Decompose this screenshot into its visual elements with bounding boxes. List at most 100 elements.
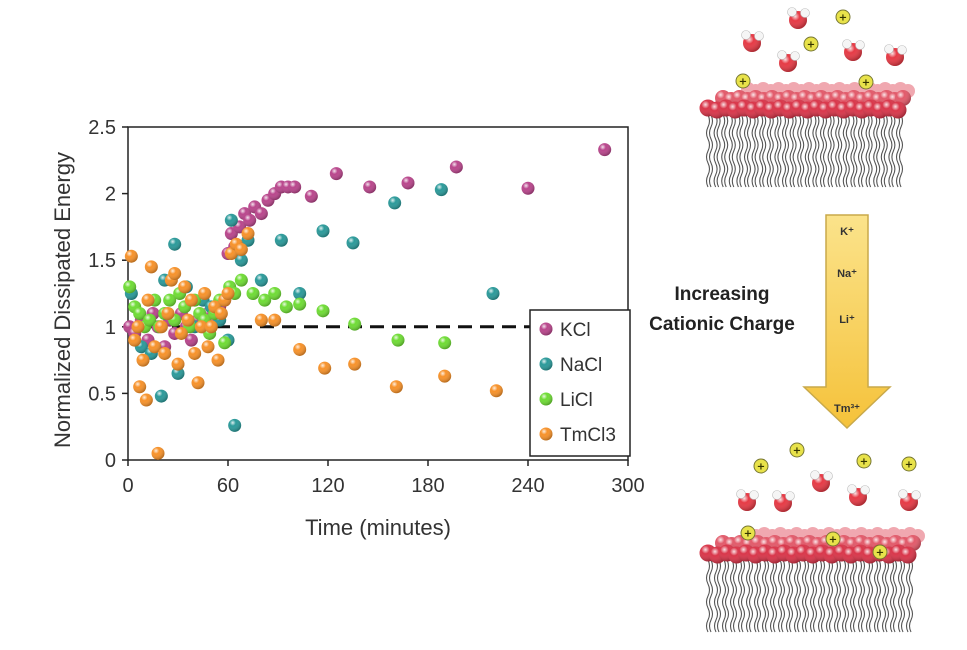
lipid-bilayer-top	[699, 82, 915, 188]
ion-plus-sign: +	[876, 548, 884, 559]
lipid-tail	[891, 114, 896, 188]
point-shine	[489, 384, 503, 398]
cation: +	[740, 525, 756, 541]
hydrogen-atom	[911, 490, 921, 500]
lipid-tail	[731, 114, 736, 188]
hydrogen-atom	[897, 45, 907, 55]
lipid-tail	[769, 559, 775, 633]
water-molecule	[787, 7, 810, 29]
point-shine	[293, 287, 307, 300]
legend-label-tmcl3: TmCl3	[560, 425, 616, 446]
point-shine	[234, 243, 248, 257]
water-molecule	[736, 489, 759, 511]
water-molecule	[772, 490, 795, 512]
x-tick-label: 240	[511, 475, 544, 497]
lipid-tail	[873, 559, 879, 633]
lipid-tail	[812, 559, 818, 633]
point-shine	[131, 320, 145, 334]
lipid-tail	[841, 559, 847, 633]
lipid-tail	[908, 559, 914, 633]
lipid-tail	[777, 559, 783, 633]
lipid-tail	[754, 114, 759, 188]
lipid-tail	[836, 559, 842, 633]
lipid-tail	[756, 559, 762, 633]
ion-sphere	[753, 458, 769, 474]
lipid-tail	[705, 559, 711, 633]
lipid-tail	[850, 114, 855, 188]
lipid-tail	[713, 114, 718, 188]
caption-line-2: Cationic Charge	[649, 314, 795, 335]
x-axis-ticks: 0 60 120 180 240 300	[122, 460, 645, 497]
point-shine	[143, 313, 157, 327]
cation: +	[901, 456, 917, 472]
hydrogen-atom	[884, 44, 894, 54]
cation: +	[753, 458, 769, 474]
lipid-tail	[804, 559, 810, 633]
hydrogen-atom	[898, 489, 908, 499]
x-tick-label: 300	[611, 475, 644, 497]
point-shine	[486, 287, 500, 300]
ion-sphere	[835, 9, 851, 25]
point-shine	[438, 336, 452, 350]
y-tick-label: 1.5	[88, 250, 116, 272]
lipid-tail	[830, 114, 835, 188]
lipid-tail	[784, 114, 790, 188]
y-tick-label: 2.5	[88, 117, 116, 139]
point-shine	[304, 189, 318, 203]
point-shine	[268, 313, 282, 327]
lipid-tail	[812, 114, 817, 188]
ion-sphere	[872, 544, 888, 560]
lipid-tail	[713, 559, 719, 633]
ion-plus-sign: +	[829, 535, 837, 546]
lipid-tail	[745, 559, 751, 633]
ion-plus-sign: +	[757, 462, 765, 473]
lipid-tail	[797, 114, 802, 188]
point-shine	[214, 306, 228, 320]
lipid-tail	[762, 114, 767, 188]
point-shine	[161, 306, 175, 320]
ion-plus-sign: +	[839, 13, 847, 24]
increasing-charge-arrow: K⁺ Na⁺ Li⁺ Tm³⁺	[802, 214, 892, 430]
point-shine	[293, 297, 307, 311]
legend-label-kcl: KCl	[560, 320, 591, 341]
lipid-tail	[729, 559, 735, 633]
point-shine	[221, 287, 235, 300]
x-axis-title: Time (minutes)	[305, 515, 451, 540]
lipid-tail	[898, 114, 904, 188]
point-shine	[254, 207, 268, 221]
legend-label-nacl: NaCl	[560, 355, 602, 376]
point-shine	[184, 293, 198, 307]
legend-marker-shine	[539, 392, 553, 406]
ion-sphere	[803, 36, 819, 52]
lipid-tail	[827, 114, 832, 188]
point-shine	[201, 340, 215, 354]
y-tick-label: 0.5	[88, 383, 116, 405]
point-shine	[434, 183, 448, 197]
point-shine	[521, 181, 535, 195]
lipid-tail	[838, 114, 843, 188]
point-shine	[234, 273, 248, 287]
ion-sphere	[858, 74, 874, 90]
legend-marker-shine	[539, 322, 553, 336]
point-shine	[316, 304, 330, 318]
lipid-tail	[895, 114, 901, 188]
point-shine	[174, 326, 188, 340]
lipid-tail	[868, 114, 873, 188]
point-shine	[268, 287, 282, 300]
lipid-tail	[860, 114, 866, 188]
point-shine	[241, 227, 255, 241]
point-shine	[139, 393, 153, 407]
lipid-tail	[852, 559, 858, 633]
lipid-tail	[884, 559, 890, 633]
hydrogen-atom	[787, 7, 797, 17]
point-shine	[316, 224, 330, 238]
point-shine	[438, 369, 452, 383]
hydrogen-atom	[847, 484, 857, 494]
lipid-tail	[732, 559, 738, 633]
lipid-tail	[708, 559, 714, 633]
ion-plus-sign: +	[860, 457, 868, 468]
lipid-tail	[780, 559, 786, 633]
point-shine	[171, 366, 185, 380]
lipid-tail	[889, 559, 895, 633]
water-molecule	[842, 39, 865, 61]
